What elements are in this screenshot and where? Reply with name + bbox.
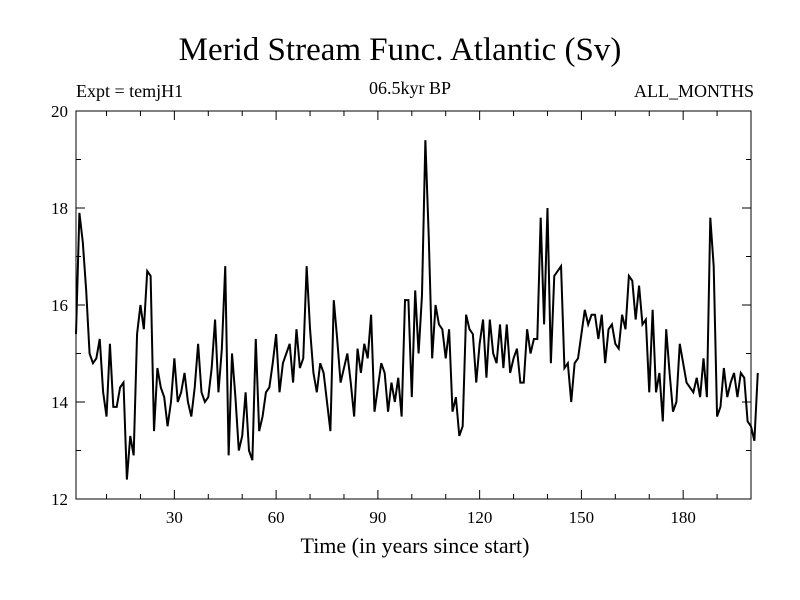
- period-label: ALL_MONTHS: [634, 81, 754, 101]
- y-tick-label: 20: [51, 102, 68, 121]
- y-tick-label: 18: [51, 199, 68, 218]
- x-tick-label: 60: [268, 508, 285, 527]
- series-layer: [75, 140, 759, 480]
- x-tick-label: 150: [569, 508, 595, 527]
- x-axis-label: Time (in years since start): [300, 533, 530, 558]
- x-tick-label: 120: [467, 508, 493, 527]
- chart-subtitle: 06.5kyr BP: [368, 78, 451, 98]
- series-line-0: [75, 140, 759, 480]
- x-tick-label: 90: [369, 508, 386, 527]
- axis-ticks: 30 60 90 120 150 180 12 14 16 18 20: [51, 102, 751, 527]
- plot-frame: [75, 110, 752, 500]
- y-tick-label: 16: [51, 296, 68, 315]
- x-tick-label: 30: [166, 508, 183, 527]
- chart-title: Merid Stream Func. Atlantic (Sv): [178, 32, 622, 68]
- y-tick-label: 12: [51, 490, 68, 509]
- experiment-label: Expt = temjH1: [76, 81, 184, 101]
- y-tick-label: 14: [51, 393, 69, 412]
- x-tick-label: 180: [670, 508, 696, 527]
